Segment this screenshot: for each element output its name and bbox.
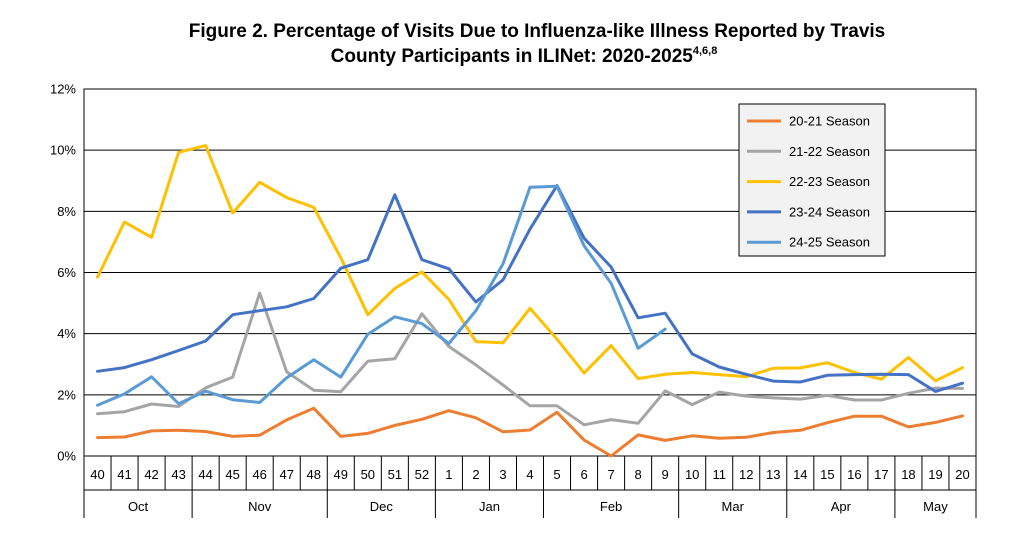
week-label: 2 xyxy=(472,467,479,482)
week-label: 51 xyxy=(388,467,402,482)
week-label: 6 xyxy=(580,467,587,482)
week-label: 16 xyxy=(847,467,861,482)
chart-title-line-1: Figure 2. Percentage of Visits Due to In… xyxy=(189,21,886,42)
y-tick-label: 12% xyxy=(50,82,76,97)
y-tick-label: 6% xyxy=(57,265,76,280)
week-label: 14 xyxy=(793,467,807,482)
month-label: Jan xyxy=(479,499,500,514)
week-label: 13 xyxy=(766,467,780,482)
week-label: 1 xyxy=(445,467,452,482)
week-label: 9 xyxy=(662,467,669,482)
chart-title-line-2: County Participants in ILINet: 2020-2025… xyxy=(331,45,718,67)
week-label: 15 xyxy=(820,467,834,482)
month-label: Oct xyxy=(128,499,149,514)
week-label: 49 xyxy=(334,467,348,482)
y-axis-ticks: 0% 2% 4% 6% 8% 10% 12% xyxy=(50,82,76,464)
x-axis: 40 41 42 43 44 45 46 47 48 49 50 51 52 1 2 3 4 5 6 7 8 9 10 11 1… xyxy=(83,456,977,518)
month-label: Dec xyxy=(370,499,394,514)
chart-title-superscript: 4,6,8 xyxy=(693,45,717,57)
month-label: May xyxy=(923,499,948,514)
y-tick-label: 10% xyxy=(50,143,76,158)
week-label: 4 xyxy=(526,467,533,482)
series-line-23-24-season xyxy=(96,184,964,393)
week-label: 42 xyxy=(144,467,158,482)
legend-label: 22-23 Season xyxy=(789,174,870,189)
legend-label: 20-21 Season xyxy=(789,114,870,129)
week-label: 11 xyxy=(712,467,726,482)
week-label: 40 xyxy=(90,467,104,482)
week-label: 17 xyxy=(874,467,888,482)
week-label: 41 xyxy=(117,467,131,482)
series-lines xyxy=(96,144,964,458)
week-label: 7 xyxy=(607,467,614,482)
week-label: 12 xyxy=(739,467,753,482)
series-line-22-23-season xyxy=(96,144,964,383)
week-label: 3 xyxy=(499,467,506,482)
week-label: 44 xyxy=(198,467,212,482)
y-tick-label: 4% xyxy=(57,326,76,341)
month-label: Nov xyxy=(248,499,272,514)
week-label: 48 xyxy=(307,467,321,482)
plot-area-border xyxy=(83,88,977,457)
week-label: 8 xyxy=(635,467,642,482)
month-label: Apr xyxy=(831,499,852,514)
legend: 20-21 Season 21-22 Season 22-23 Season 23-2… xyxy=(738,103,886,257)
legend-box xyxy=(738,103,886,257)
y-tick-label: 2% xyxy=(57,387,76,402)
month-label: Mar xyxy=(722,499,745,514)
month-label: Feb xyxy=(600,499,622,514)
week-label: 18 xyxy=(901,467,915,482)
chart-title-text: County Participants in ILINet: 2020-2025 xyxy=(331,46,694,67)
legend-label: 21-22 Season xyxy=(789,144,870,159)
week-label: 20 xyxy=(955,467,969,482)
week-label: 47 xyxy=(279,467,293,482)
series-line-24-25-season xyxy=(96,184,667,407)
y-tick-label: 8% xyxy=(57,204,76,219)
week-label: 50 xyxy=(361,467,375,482)
week-label: 5 xyxy=(553,467,560,482)
series-line-21-22-season xyxy=(96,291,964,427)
week-label: 52 xyxy=(415,467,429,482)
week-label: 10 xyxy=(685,467,699,482)
week-label: 45 xyxy=(225,467,239,482)
series-line-20-21-season xyxy=(96,406,964,458)
week-label: 19 xyxy=(928,467,942,482)
legend-label: 24-25 Season xyxy=(789,235,870,250)
week-label: 46 xyxy=(252,467,266,482)
week-label: 43 xyxy=(171,467,185,482)
y-tick-label: 0% xyxy=(57,449,76,464)
legend-label: 23-24 Season xyxy=(789,204,870,219)
